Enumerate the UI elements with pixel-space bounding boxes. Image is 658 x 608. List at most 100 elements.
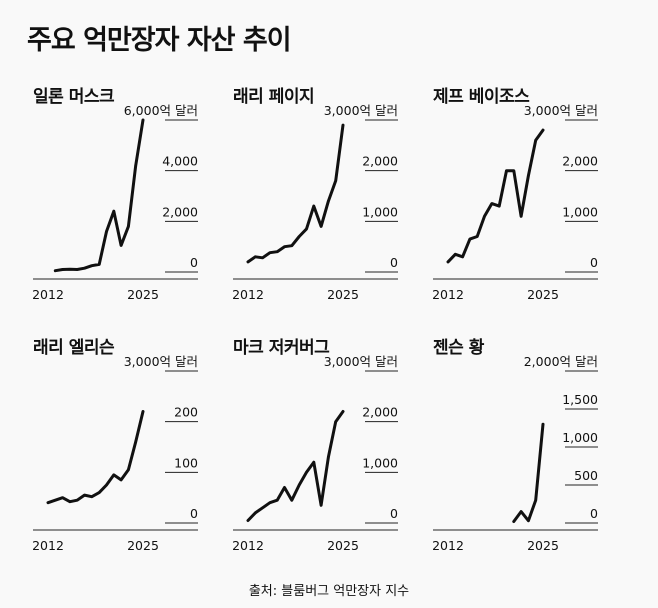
y-tick-label: 2,000 [162,204,198,219]
series-line [446,128,545,264]
y-tick-label: 0 [190,255,198,270]
data-point [446,260,450,264]
chart-title: 제프 베이조스 [433,87,530,107]
data-point [246,519,250,522]
x-tick-label: 2012 [32,538,64,553]
x-tick-label: 2025 [327,287,359,302]
chart-title: 일론 머스크 [33,87,115,107]
data-point [61,496,64,499]
data-point [127,468,130,471]
data-point [512,520,515,523]
data-point [297,483,301,487]
data-point [254,511,257,515]
data-point [283,486,286,489]
source-note: 출처: 블룸버그 억만장자 지수 [248,584,410,599]
series-line [46,410,145,505]
data-point [527,519,530,522]
y-tick-label: 2,000 [362,154,398,169]
x-tick-label: 2025 [327,538,359,553]
series-line [512,422,545,523]
chart-panel-ellison: 래리 엘리슨 0 100 200 3,000억 달러 2012 2025 [32,333,233,573]
x-tick-label: 2012 [432,287,464,302]
data-point [283,245,286,248]
series-line [246,410,345,522]
data-point [97,491,101,494]
data-point [119,478,123,482]
data-point [327,199,330,203]
line-chart: 0 100 200 3,000억 달러 2012 2025 [32,354,198,553]
data-point [334,420,337,423]
data-point [527,174,530,177]
series-line [53,118,145,273]
data-point [134,164,137,167]
data-point [305,471,308,474]
data-point [46,501,50,504]
data-point [497,204,501,208]
data-point [512,169,515,172]
x-tick-label: 2012 [32,287,64,302]
data-point [246,260,250,264]
y-tick-label: 3,000억 달러 [324,103,398,118]
series-line [246,123,345,264]
chart-panel-page: 래리 페이지 0 1,000 2,000 3,000억 달러 2012 2025 [232,82,433,322]
line-chart: 0 1,000 2,000 3,000억 달러 2012 2025 [232,103,398,302]
data-point [261,506,264,509]
data-point [76,499,79,502]
chart-panel-huang: 젠슨 황 0 500 1,000 1,500 2,000억 달러 2012 2025 [432,333,633,573]
y-tick-label: 1,000 [562,204,598,219]
y-tick-label: 1,000 [562,430,598,445]
data-point [519,510,523,513]
line-chart: 0 1,000 2,000 3,000억 달러 2012 2025 [232,354,398,553]
data-point [341,410,345,413]
y-tick-label: 0 [590,506,598,521]
chart-title: 래리 페이지 [233,87,315,107]
y-tick-label: 2,000 [562,154,598,169]
data-point [268,501,272,504]
data-point [83,493,86,497]
chart-panel-musk: 일론 머스크 0 2,000 4,000 6,000억 달러 2012 2025 [32,82,233,322]
data-point [105,230,108,233]
y-tick-label: 4,000 [162,154,198,169]
data-point [541,423,545,426]
y-tick-label: 100 [174,455,198,470]
data-point [119,244,123,247]
x-tick-label: 2025 [127,287,159,302]
data-point [327,455,330,459]
data-point [341,123,345,127]
data-point [61,268,64,271]
data-point [297,235,301,238]
data-point [268,251,272,254]
data-point [68,268,72,271]
data-point [105,483,108,487]
x-tick-label: 2025 [127,538,159,553]
line-chart: 0 2,000 4,000 6,000억 달러 2012 2025 [32,103,198,302]
y-tick-label: 0 [190,506,198,521]
y-tick-label: 6,000억 달러 [124,103,198,118]
data-point [54,499,57,502]
data-point [476,235,479,238]
data-point [290,244,294,247]
data-point [305,227,308,231]
data-point [483,215,486,218]
data-point [261,256,264,260]
data-point [134,440,137,444]
y-tick-label: 0 [390,255,398,270]
x-tick-label: 2012 [232,287,264,302]
data-point [319,225,323,228]
chart-title: 마크 저커버그 [233,338,330,358]
data-point [54,269,57,272]
y-tick-label: 3,000억 달러 [124,354,198,369]
y-tick-label: 2,000 [362,405,398,420]
line-chart: 0 1,000 2,000 3,000억 달러 2012 2025 [432,103,598,302]
y-tick-label: 3,000억 달러 [324,354,398,369]
data-point [76,268,79,271]
data-point [334,179,337,182]
data-point [276,250,279,253]
data-point [312,204,315,208]
data-point [454,253,457,256]
data-point [276,499,279,502]
data-point [141,410,145,413]
data-point [461,255,464,258]
data-point [90,495,94,498]
data-point [468,237,472,241]
